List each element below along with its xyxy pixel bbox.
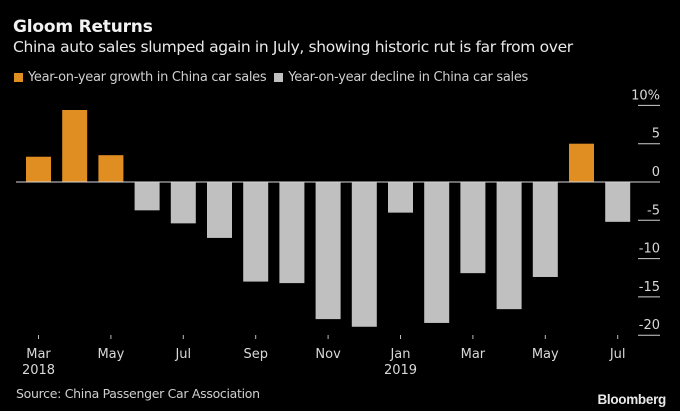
legend-item-decline: Year-on-year decline in China car sales (274, 70, 528, 85)
x-tick-label: Mar (26, 347, 51, 362)
bar-mar-2019 (460, 182, 486, 274)
legend-item-growth: Year-on-year growth in China car sales (14, 70, 267, 85)
legend-swatch-growth (14, 73, 23, 82)
y-axis: 10% 5 0 -5 -10 -15 -20 (631, 88, 660, 336)
source-note: Source: China Passenger Car Association (16, 386, 260, 401)
bar-aug-2018 (207, 182, 232, 238)
bars-group (16, 109, 660, 327)
bloomberg-logo: Bloomberg (597, 392, 666, 407)
bar-apr-2018 (62, 109, 88, 182)
bar-apr-2019 (496, 182, 522, 310)
chart-subtitle: China auto sales slumped again in July, … (13, 38, 573, 56)
bar-oct-2018 (279, 182, 305, 284)
y-tick-label: 5 (652, 127, 660, 142)
legend: Year-on-year growth in China car sales Y… (14, 70, 536, 85)
bar-jul-2018 (170, 182, 196, 224)
x-tick-label: Jul (174, 347, 191, 362)
bar-may-2019 (532, 182, 558, 277)
y-tick-label: -20 (639, 318, 660, 333)
x-tick-label: Jul (609, 347, 626, 362)
x-tick-label: Mar (461, 347, 486, 362)
x-tick-year-label: 2018 (22, 363, 55, 378)
x-tick-label: Jan (389, 347, 410, 362)
legend-label-growth: Year-on-year growth in China car sales (28, 70, 267, 85)
x-tick-label: May (97, 347, 124, 362)
bar-sep-2018 (243, 182, 269, 282)
bar-mar-2018 (26, 156, 51, 182)
y-tick-label: -10 (639, 242, 660, 257)
x-tick-label: May (532, 347, 559, 362)
bar-nov-2018 (315, 182, 341, 320)
chart-title: Gloom Returns (13, 17, 153, 37)
bar-jun-2018 (134, 182, 160, 211)
x-tick-label: Sep (243, 347, 268, 362)
bar-jun-2019 (569, 143, 594, 182)
x-tick-year-label: 2019 (384, 363, 417, 378)
x-tick-label: Nov (315, 347, 341, 362)
y-tick-label: -15 (639, 280, 660, 295)
bar-jul-2019 (605, 182, 631, 222)
legend-swatch-decline (274, 73, 284, 82)
y-tick-label: 0 (652, 165, 660, 180)
legend-label-decline: Year-on-year decline in China car sales (288, 70, 529, 85)
bar-dec-2018 (351, 182, 377, 327)
bar-may-2018 (98, 155, 124, 182)
y-tick-label: 10% (631, 88, 660, 103)
bar-feb-2019 (424, 182, 450, 323)
bar-jan-2019 (388, 182, 413, 213)
y-tick-label: -5 (647, 203, 660, 218)
